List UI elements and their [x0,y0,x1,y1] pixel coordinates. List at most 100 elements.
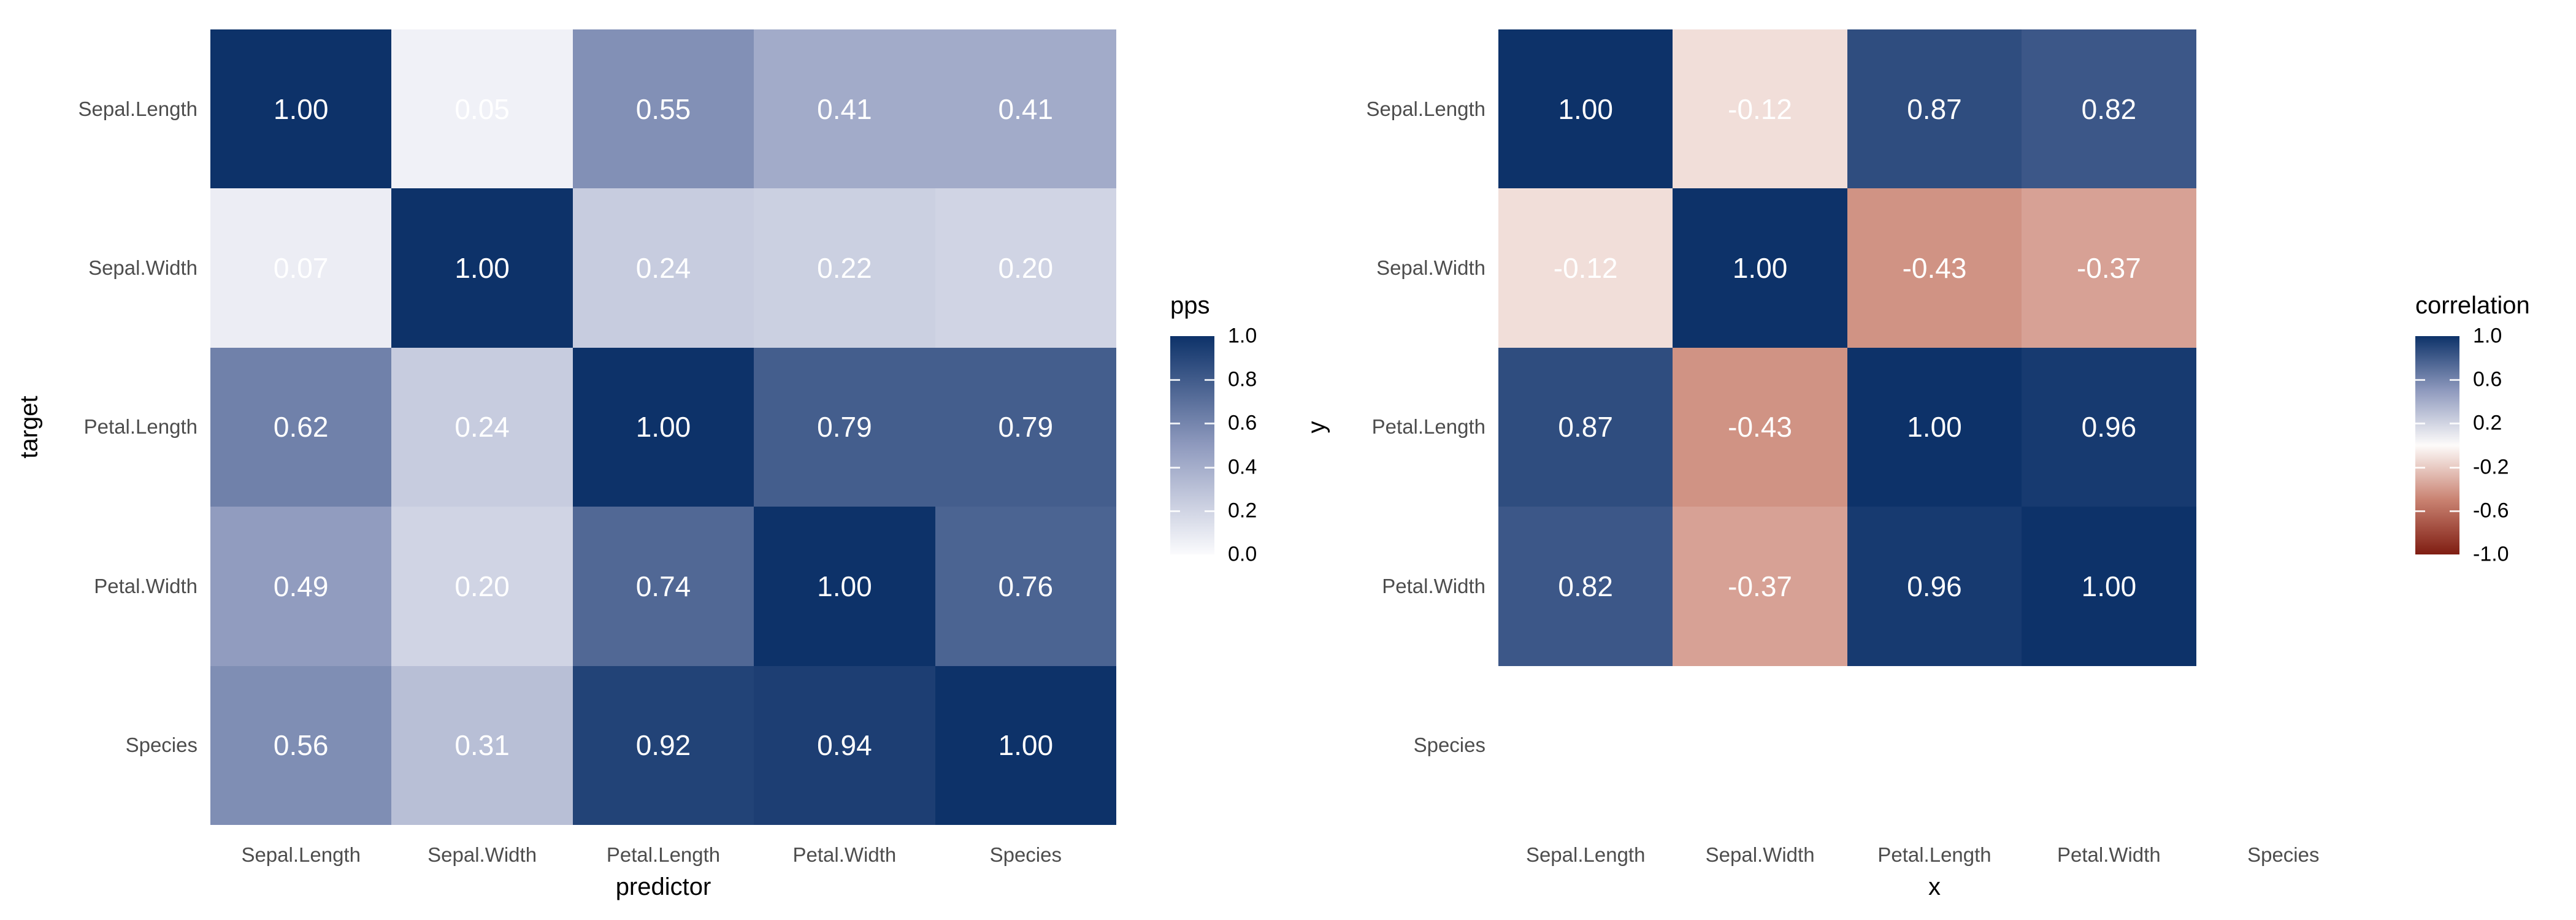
legend-tick-label: 1.0 [2473,324,2502,348]
legend-tick-label: 0.6 [2473,367,2502,391]
y-tick-label: Sepal.Width [88,256,197,280]
heatmap-cell: 1.00 [391,188,573,348]
heatmap-cell: 0.31 [391,665,573,825]
heatmap-cell: 0.74 [572,507,754,666]
y-tick-label: Petal.Width [1382,574,1485,597]
heatmap-cell [2196,348,2371,507]
y-tick-label: Species [1413,734,1485,757]
correlation-legend-colorbar [2415,336,2459,554]
heatmap-cell: 0.56 [210,665,392,825]
legend-tick-label: 0.2 [1228,499,1257,523]
heatmap-cell: 0.41 [754,29,935,189]
heatmap-cell: 0.20 [935,188,1116,348]
x-tick-label: Sepal.Width [1705,843,1815,866]
heatmap-cell: 0.24 [391,347,573,507]
heatmap-cell: 1.00 [572,347,754,507]
correlation-heatmap-grid: 1.00 -0.12 0.87 0.82 -0.12 1.00 -0.43 -0.37 0.87… [1498,29,2371,825]
heatmap-cell: 0.22 [754,188,935,348]
legend-tick-mark [1205,466,1214,469]
y-tick-label: Petal.Length [83,415,197,439]
heatmap-cell: 0.07 [210,188,392,348]
y-tick-label: Sepal.Length [78,97,197,120]
heatmap-cell: 0.96 [1847,507,2022,666]
heatmap-cell [2196,507,2371,665]
pps-x-axis-title: predictor [615,873,711,900]
correlation-legend-tick-labels: 1.0 0.6 0.2 -0.2 -0.6 -1.0 [2473,324,2565,566]
heatmap-cell: 0.92 [572,665,754,825]
heatmap-cell: 0.87 [1847,29,2022,189]
heatmap-cell [1498,666,1673,825]
heatmap-cell: 0.41 [935,29,1116,189]
legend-tick-label: 1.0 [1228,324,1257,348]
heatmap-cell [2196,188,2371,347]
heatmap-cell: -0.37 [2022,188,2196,348]
legend-tick-label: 0.8 [1228,367,1257,391]
legend-tick-mark [1170,466,1180,469]
heatmap-cell: 0.94 [754,665,935,825]
y-tick-label: Species [125,734,197,757]
legend-tick-label: 0.2 [2473,411,2502,435]
y-tick-label: Petal.Width [94,574,197,597]
heatmap-cell: 0.55 [572,29,754,189]
legend-tick-mark [2450,466,2459,469]
legend-tick-mark [1205,510,1214,512]
heatmap-cell [2196,666,2371,825]
legend-tick-mark [1205,423,1214,425]
heatmap-cell: 1.00 [935,665,1116,825]
y-tick-label: Sepal.Length [1366,97,1485,120]
legend-tick-mark [1170,379,1180,381]
heatmap-cell [1673,666,1847,825]
legend-tick-mark [1170,423,1180,425]
x-tick-label: Species [989,843,1062,866]
legend-tick-mark [2415,423,2425,425]
heatmap-cell: 0.79 [754,347,935,507]
pps-y-tick-labels: Sepal.Length Sepal.Width Petal.Length Petal… [36,29,197,825]
heatmap-cell [2196,29,2371,188]
heatmap-cell: 1.00 [1847,347,2022,507]
heatmap-cell: 0.82 [1498,507,1673,666]
x-tick-label: Petal.Length [1877,843,1991,866]
pps-x-tick-labels: Sepal.Length Sepal.Width Petal.Length Petal… [210,841,1116,868]
heatmap-cell: 0.79 [935,347,1116,507]
correlation-y-tick-labels: Sepal.Length Sepal.Width Petal.Length Petal… [1324,29,1485,825]
x-tick-label: Sepal.Length [241,843,361,866]
legend-tick-mark [2415,379,2425,381]
correlation-x-axis-title: x [1928,873,1941,900]
heatmap-cell: 0.20 [391,507,573,666]
heatmap-cell: 1.00 [2022,507,2196,666]
heatmap-cell: 1.00 [210,29,392,189]
heatmap-cell [2022,666,2196,825]
legend-tick-mark [2450,423,2459,425]
x-tick-label: Petal.Length [606,843,721,866]
correlation-x-tick-labels: Sepal.Length Sepal.Width Petal.Length Petal… [1498,841,2371,868]
y-tick-label: Sepal.Width [1376,256,1485,280]
legend-tick-mark [2450,510,2459,512]
x-tick-label: Sepal.Length [1525,843,1646,866]
heatmap-cell [1847,666,2022,825]
correlation-legend-title: correlation [2415,292,2530,319]
x-tick-label: Petal.Width [2057,843,2161,866]
legend-tick-mark [2415,466,2425,469]
pps-heatmap-grid: 1.00 0.05 0.55 0.41 0.41 0.07 1.00 0.24 0.22 0.20… [210,29,1116,825]
y-tick-label: Petal.Length [1371,415,1485,439]
x-tick-label: Species [2247,843,2320,866]
pps-legend-title: pps [1170,292,1210,319]
heatmap-cell: 0.24 [572,188,754,348]
heatmap-cell: 0.87 [1498,347,1673,507]
x-tick-label: Petal.Width [792,843,897,866]
legend-tick-mark [2450,379,2459,381]
x-tick-label: Sepal.Width [427,843,537,866]
heatmap-cell: -0.12 [1673,29,1847,189]
legend-tick-mark [1205,379,1214,381]
heatmap-cell: -0.37 [1673,507,1847,666]
heatmap-cell: 0.49 [210,507,392,666]
legend-tick-label: 0.4 [1228,455,1257,479]
legend-tick-label: 0.6 [1228,411,1257,435]
heatmap-cell: 0.76 [935,507,1116,666]
legend-tick-mark [2415,510,2425,512]
heatmap-cell: 0.96 [2022,347,2196,507]
heatmap-cell: 0.62 [210,347,392,507]
legend-tick-mark [1170,510,1180,512]
heatmap-cell: -0.43 [1673,347,1847,507]
